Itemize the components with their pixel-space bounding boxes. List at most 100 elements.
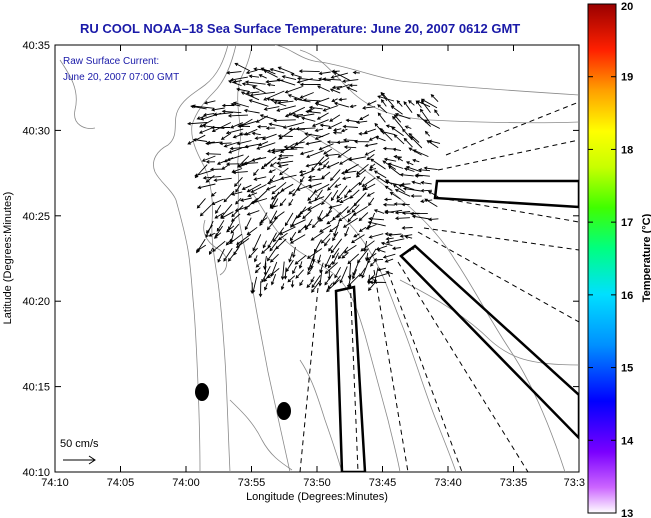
current-vector	[329, 114, 341, 122]
current-vector	[201, 155, 216, 162]
current-vector	[271, 181, 287, 195]
current-vector	[229, 76, 248, 82]
colorbar-tick-label: 13	[621, 508, 633, 518]
current-vector	[434, 109, 440, 117]
current-vector	[411, 180, 422, 185]
current-vector	[377, 95, 395, 102]
current-vector	[307, 178, 325, 182]
current-vector	[385, 236, 394, 241]
current-vector	[234, 205, 250, 212]
current-vector	[282, 121, 305, 129]
x-tick-label: 73:55	[238, 477, 266, 489]
current-vector	[296, 76, 321, 82]
current-vector	[334, 183, 342, 188]
current-vector	[342, 124, 358, 129]
current-vector	[289, 231, 297, 242]
current-vector	[256, 124, 267, 129]
current-vector	[303, 223, 312, 228]
current-vector	[232, 79, 242, 84]
current-vector	[389, 191, 401, 200]
current-vector	[276, 160, 294, 166]
x-tick-label: 74:05	[107, 477, 135, 489]
current-vector	[349, 189, 360, 199]
current-vector	[352, 269, 358, 280]
current-vector	[403, 101, 413, 113]
current-vector	[394, 112, 411, 120]
current-vector	[268, 122, 285, 128]
current-vector	[355, 120, 368, 125]
current-vector	[253, 168, 259, 177]
current-vector	[225, 162, 240, 166]
current-vector	[223, 190, 235, 203]
current-vector	[212, 240, 226, 252]
current-vector	[390, 105, 403, 115]
current-vector	[268, 169, 276, 174]
current-vector	[308, 182, 322, 189]
current-vector	[368, 135, 379, 141]
colorbar-tick-label: 19	[621, 72, 633, 84]
current-vector	[299, 92, 314, 99]
current-vector	[362, 106, 376, 110]
current-vector	[392, 115, 404, 129]
current-vector	[366, 154, 375, 161]
annotation-line-2: June 20, 2007 07:00 GMT	[63, 72, 179, 83]
y-tick-label: 40:20	[22, 296, 50, 308]
x-tick-label: 73:35	[500, 477, 528, 489]
current-vector	[273, 100, 287, 107]
current-vector	[344, 190, 350, 199]
current-vector	[236, 233, 252, 246]
current-vector	[227, 113, 249, 118]
current-vector	[311, 119, 329, 127]
colorbar-tick-label: 14	[621, 435, 634, 447]
current-vector	[236, 140, 252, 146]
current-vector	[346, 86, 358, 92]
current-vector	[285, 259, 294, 273]
current-vector	[305, 140, 322, 146]
current-vector	[323, 238, 331, 247]
current-vector	[226, 70, 242, 75]
current-vector	[324, 273, 333, 286]
current-vector	[294, 254, 307, 265]
current-vector	[308, 107, 316, 112]
current-vector	[187, 121, 208, 126]
current-vector	[352, 70, 360, 75]
y-axis-label: Latitude (Degrees:Minutes)	[2, 192, 14, 325]
scale-label: 50 cm/s	[60, 438, 99, 450]
current-vector	[398, 184, 415, 191]
current-vector	[279, 226, 296, 235]
current-vector	[342, 79, 359, 83]
surface-current-vectors	[187, 62, 441, 298]
current-vector	[295, 126, 316, 131]
current-vector	[410, 136, 423, 149]
current-vector	[280, 261, 285, 281]
current-vector	[384, 258, 394, 263]
current-vector	[250, 184, 267, 193]
current-vector	[269, 253, 279, 263]
current-vector	[265, 126, 276, 130]
colorbar-tick-label: 18	[621, 144, 633, 156]
current-vector	[306, 248, 323, 259]
current-vector	[340, 128, 348, 133]
current-vector	[404, 125, 412, 129]
y-tick-label: 40:10	[22, 467, 50, 479]
current-vector	[292, 182, 302, 197]
current-vector	[221, 109, 242, 114]
colorbar	[587, 3, 617, 514]
current-vector	[324, 262, 338, 275]
current-vector	[322, 77, 342, 81]
current-vector	[263, 106, 280, 111]
x-tick-label: 73:45	[369, 477, 397, 489]
current-vector	[385, 270, 393, 275]
current-vector	[270, 274, 277, 286]
current-vector	[323, 148, 333, 155]
current-vector	[213, 177, 232, 182]
current-vector	[305, 109, 321, 114]
current-vector	[411, 214, 430, 220]
current-vector	[364, 143, 378, 148]
current-vector	[333, 71, 350, 81]
current-vector	[192, 138, 208, 142]
current-vector	[277, 66, 294, 74]
current-vector	[348, 156, 367, 162]
current-vector	[333, 101, 350, 108]
current-vector	[314, 132, 330, 140]
